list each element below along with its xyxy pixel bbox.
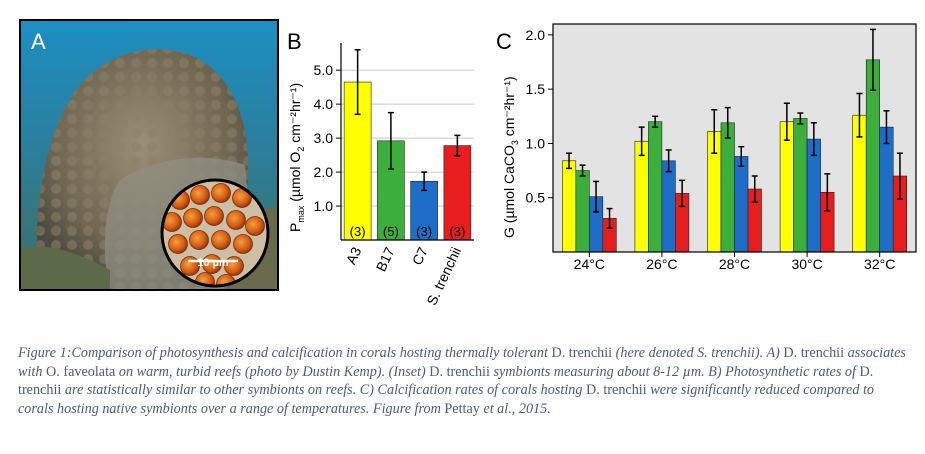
panel-a-photo: A 10 µm (19, 19, 279, 291)
bar (634, 140, 649, 253)
n-label: (5) (383, 224, 399, 239)
symbiont-cell (211, 183, 231, 203)
caption-species: D. trenchii (551, 345, 613, 361)
panel-c-label: C (496, 29, 512, 54)
photo-frame (19, 19, 279, 291)
y-tick-label: 4.0 (314, 96, 334, 112)
figure-caption: Figure 1:Comparison of photosynthesis an… (18, 344, 913, 418)
bar (779, 121, 794, 253)
caption-text: et al., 2015. (479, 400, 551, 417)
plot-frame (552, 23, 917, 253)
caption-text: symbionts measuring about 8-12 µm. B) Ph… (489, 363, 860, 380)
symbiont-cell (204, 206, 224, 226)
reef-floor (20, 246, 110, 290)
y-tick-label: 1.5 (526, 81, 546, 97)
bar (734, 156, 749, 253)
bar (443, 145, 472, 241)
scale-bar-label: 10 µm (197, 257, 229, 269)
caption-text: associates with (18, 345, 906, 380)
x-tick-label: 32°C (864, 256, 895, 272)
y-tick-label: 2.0 (314, 164, 334, 180)
inset-micrograph: 10 µm (160, 178, 270, 288)
caption-text: on warm, turbid reefs (photo by Dustin K… (115, 363, 430, 380)
chart-b: 1.02.03.04.05.0(3)A3(5)B17(3)C7(3)S. tre… (287, 43, 474, 308)
caption-text: Figure 1:Comparison of photosynthesis an… (18, 345, 552, 361)
y-tick-label: 2.0 (526, 27, 546, 43)
caption-text: are statistically similar to other symbi… (61, 382, 587, 399)
caption-author: Pettay (444, 400, 480, 417)
panel-b-label: B (287, 29, 302, 54)
symbiont-cell (183, 208, 203, 228)
x-tick-label: 26°C (646, 256, 677, 272)
caption-species: D. trenchii (18, 363, 874, 399)
figure-panels: A 10 µm B 1.0 2.0 3.0 4.0 5.0 (3) A3 (5) B17 (3) C… (19, 19, 917, 308)
caption-species: O. faveolata (46, 363, 116, 380)
x-tick-label: B17 (373, 244, 398, 274)
caption-species: D. trenchii (586, 382, 647, 399)
caption-species: D. trenchii (783, 345, 845, 361)
y-axis-label: G (µmol CaCO3 cm⁻²hr⁻¹) (501, 76, 520, 238)
symbiont-cell (233, 234, 253, 254)
bar (648, 121, 663, 253)
caption-text: (here denoted S. trenchii). (612, 345, 767, 361)
symbiont-cell (190, 185, 210, 205)
y-tick-label: 1.0 (314, 198, 334, 214)
symbiont-cell (168, 234, 188, 254)
x-tick-label: 28°C (719, 256, 750, 272)
symbiont-cell (202, 254, 222, 274)
x-tick-label: 30°C (791, 256, 822, 272)
symbiont-cell (226, 210, 246, 230)
symbiont-cell (211, 230, 231, 250)
inset-frame (160, 178, 270, 288)
caption-species: D. trenchii (429, 363, 490, 380)
bar (793, 118, 808, 253)
bar (879, 126, 894, 253)
panel-a-label: A (31, 29, 46, 54)
x-tick-label: C7 (409, 244, 431, 267)
caption-text: were significantly reduced compared to c… (18, 382, 875, 417)
x-tick-label: A3 (343, 244, 365, 266)
n-label: (3) (449, 224, 465, 239)
bar (661, 160, 676, 253)
bar (561, 160, 577, 253)
n-label: (3) (416, 224, 432, 239)
symbiont-cells (162, 183, 265, 286)
bar (575, 170, 590, 253)
y-tick-label: 1.0 (526, 135, 546, 151)
caption-text: A) (766, 345, 784, 361)
chart-c: 0.5 1.0 1.5 2.0 24°C 26°C 28°C 30°C 32°C G (µmol … (501, 23, 917, 272)
bar (720, 122, 735, 253)
symbiont-cell (189, 230, 209, 250)
x-tick-label: 24°C (574, 256, 605, 272)
y-tick-label: 3.0 (314, 130, 334, 146)
symbiont-cell (245, 216, 265, 236)
y-tick-label: 0.5 (526, 190, 546, 206)
y-axis-label: Pmax (µmol O2 cm⁻²hr⁻¹) (287, 83, 306, 232)
n-label: (3) (350, 224, 366, 239)
y-tick-label: 5.0 (314, 62, 334, 78)
